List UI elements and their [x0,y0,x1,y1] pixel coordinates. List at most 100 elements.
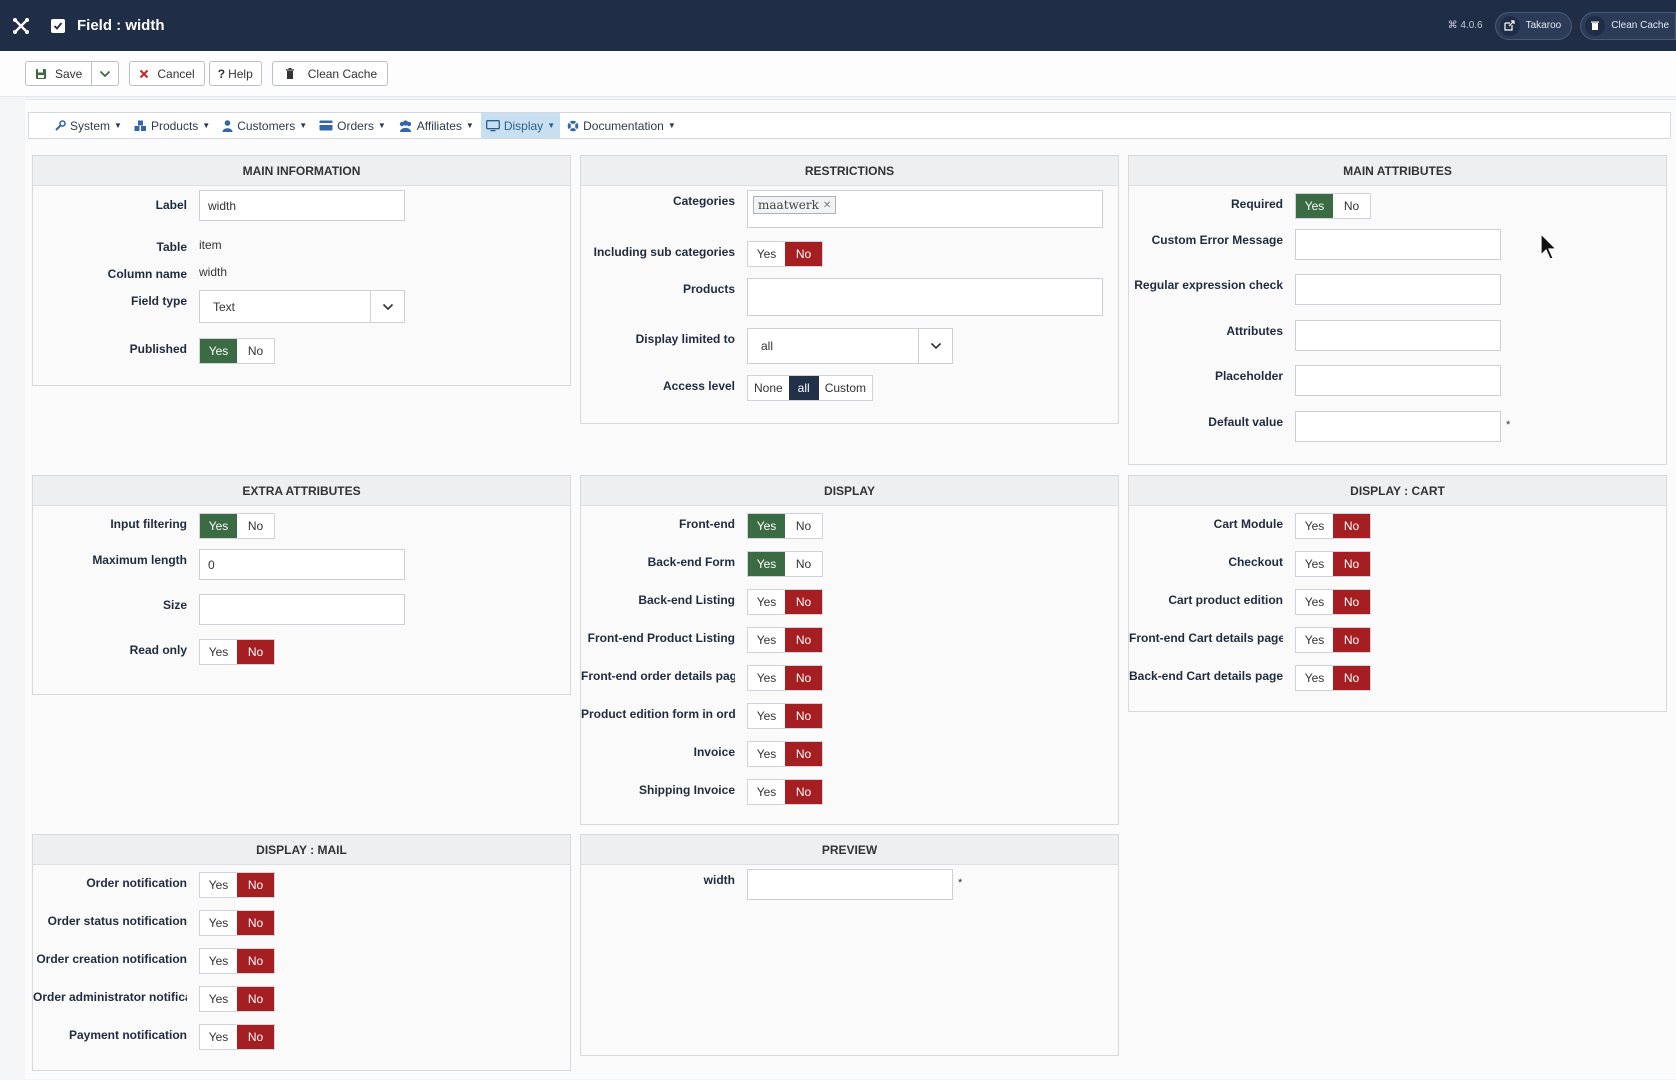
menu-customers[interactable]: Customers ▼ [217,113,312,138]
toggle-yes[interactable]: Yes [1304,557,1325,571]
toggle-no[interactable]: No [237,1025,274,1049]
help-button[interactable]: ? Help [208,61,262,86]
toggle-no[interactable]: No [785,780,822,804]
menu-documentation[interactable]: Documentation ▼ [562,113,681,138]
subcategories-toggle: Yes No [747,241,823,267]
display-row-label: Back-end Form [647,555,735,569]
input-filtering-no[interactable]: No [247,519,264,533]
toggle-yes[interactable]: Yes [756,671,777,685]
categories-input[interactable]: maatwerk ✕ [747,190,1103,228]
credit-card-icon [319,120,333,131]
required-yes[interactable]: Yes [1296,194,1333,218]
toggle-yes[interactable]: Yes [748,514,785,538]
save-options-dropdown[interactable] [92,61,120,86]
toggle-yes[interactable]: Yes [208,954,229,968]
display-frontend-toggle: Yes No [747,513,823,539]
toggle-no[interactable]: No [785,742,822,766]
toggle-no[interactable]: No [785,666,822,690]
toggle-yes[interactable]: Yes [756,709,777,723]
access-all[interactable]: all [788,376,819,400]
toggle-no[interactable]: No [237,949,274,973]
panel-title: MAIN INFORMATION [33,156,570,186]
toggle-no[interactable]: No [1333,590,1370,614]
topbar-clean-cache-button[interactable]: Clean Cache [1580,11,1676,40]
toggle-yes[interactable]: Yes [208,916,229,930]
toggle-no[interactable]: No [1333,628,1370,652]
regex-input[interactable] [1295,274,1501,305]
published-no[interactable]: No [247,344,264,358]
toggle-no[interactable]: No [1333,552,1370,576]
toggle-no[interactable]: No [1333,666,1370,690]
published-label: Published [129,342,187,356]
toggle-yes[interactable]: Yes [208,878,229,892]
toggle-yes[interactable]: Yes [756,785,777,799]
wrench-icon [54,119,66,132]
toggle-yes[interactable]: Yes [1304,519,1325,533]
published-yes[interactable]: Yes [200,339,237,363]
mail-row-label: Payment notification [68,1028,187,1042]
attributes-input[interactable] [1295,320,1501,351]
user-menu-label: Takaroo [1525,20,1562,31]
required-no[interactable]: No [1343,199,1360,213]
toggle-yes[interactable]: Yes [1304,595,1325,609]
label-input[interactable]: width [199,190,405,221]
preview-width-input[interactable] [747,869,953,900]
size-input[interactable] [199,594,405,625]
max-length-input[interactable]: 0 [199,549,405,580]
toggle-yes[interactable]: Yes [1304,671,1325,685]
toggle-no[interactable]: No [1333,514,1370,538]
default-value-input[interactable] [1295,411,1501,442]
display-row-label: Front-end Product Listing [587,631,735,645]
toggle-yes[interactable]: Yes [756,747,777,761]
menu-display[interactable]: Display ▼ [480,113,561,138]
toggle-no[interactable]: No [237,911,274,935]
menu-affiliates[interactable]: Affiliates ▼ [393,113,479,138]
remove-tag-icon[interactable]: ✕ [822,199,832,211]
display-limited-value: all [761,339,774,353]
chevron-down-icon [370,291,404,322]
menu-orders[interactable]: Orders ▼ [314,113,391,138]
clean-cache-button[interactable]: Clean Cache [271,61,389,86]
subcategories-no[interactable]: No [785,242,822,266]
toggle-yes[interactable]: Yes [1304,633,1325,647]
placeholder-input[interactable] [1295,365,1501,396]
toggle-no[interactable]: No [785,704,822,728]
display-mail-panel: DISPLAY : MAIL Order notification Yes No … [32,834,571,1071]
cart-product-edition-toggle: Yes No [1295,589,1371,615]
save-button[interactable]: Save [25,61,93,86]
joomla-logo-icon[interactable] [6,17,36,35]
toggle-no[interactable]: No [237,873,274,897]
access-none[interactable]: None [754,381,783,395]
toggle-no[interactable]: No [237,987,274,1011]
custom-error-input[interactable] [1295,229,1501,260]
menu-products[interactable]: Products ▼ [129,113,215,138]
display-limited-select[interactable]: all [747,328,953,364]
clean-cache-label: Clean Cache [307,66,378,81]
display-row-label: Front-end [679,517,735,531]
toggle-yes[interactable]: Yes [756,633,777,647]
field-type-select[interactable]: Text [199,290,405,323]
input-filtering-yes[interactable]: Yes [200,514,237,538]
category-tag: maatwerk ✕ [753,196,837,214]
toggle-no[interactable]: No [785,590,822,614]
products-input[interactable] [747,278,1103,316]
access-custom[interactable]: Custom [824,381,867,395]
cancel-button[interactable]: Cancel [129,61,205,86]
toggle-no[interactable]: No [795,557,812,571]
read-only-yes[interactable]: Yes [208,645,229,659]
user-menu-button[interactable]: Takaroo [1494,11,1573,40]
toggle-yes[interactable]: Yes [208,992,229,1006]
table-label: Table [156,240,187,254]
preview-panel: PREVIEW width * [580,834,1119,1056]
subcategories-yes[interactable]: Yes [756,247,777,261]
toggle-no[interactable]: No [795,519,812,533]
toggle-yes[interactable]: Yes [208,1030,229,1044]
toggle-yes[interactable]: Yes [756,595,777,609]
cart-row-label: Checkout [1228,555,1283,569]
label-field-label: Label [155,198,187,212]
toggle-no[interactable]: No [785,628,822,652]
access-level-label: Access level [662,379,735,393]
toggle-yes[interactable]: Yes [748,552,785,576]
read-only-no[interactable]: No [237,640,274,664]
menu-system[interactable]: System ▼ [49,113,127,138]
